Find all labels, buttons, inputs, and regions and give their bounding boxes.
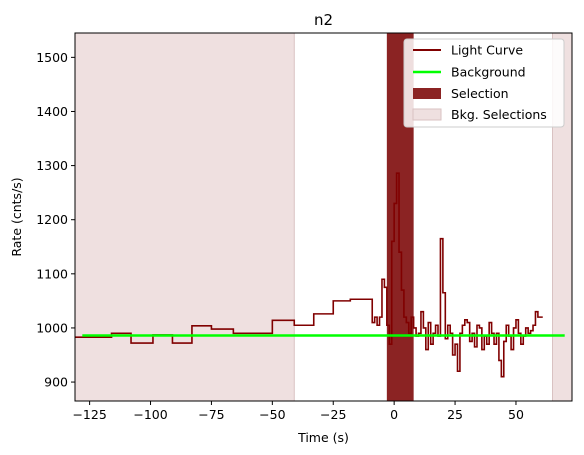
legend-bkg-selections-label: Bkg. Selections xyxy=(451,107,547,122)
bkg-selection-region-0 xyxy=(74,32,295,402)
legend-box xyxy=(403,38,565,128)
x-tick-label: −125 xyxy=(72,407,106,422)
plot-frame xyxy=(74,32,573,402)
y-axis-ticks: 900 1000 1100 1200 1300 1400 1500 xyxy=(36,50,75,390)
y-axis-label: Rate (cnts/s) xyxy=(9,177,24,256)
x-tick-label: 25 xyxy=(447,407,463,422)
legend: Light Curve Background Selection Bkg. Se… xyxy=(403,38,565,128)
x-axis-ticks: −125 −100 −75 −50 −25 0 25 50 xyxy=(72,401,524,422)
x-tick-label: 50 xyxy=(508,407,524,422)
y-tick-label: 1200 xyxy=(36,212,68,227)
legend-background-label: Background xyxy=(451,65,526,80)
y-tick-label: 1500 xyxy=(36,50,68,65)
x-tick-label: −50 xyxy=(259,407,285,422)
y-tick-label: 1000 xyxy=(36,320,68,335)
light-curve-series xyxy=(75,172,543,378)
y-tick-label: 1100 xyxy=(36,266,68,281)
x-axis-label: Time (s) xyxy=(297,430,349,445)
x-tick-label: −75 xyxy=(198,407,224,422)
chart-title: n2 xyxy=(314,11,333,29)
x-tick-label: −25 xyxy=(320,407,346,422)
x-tick-label: −100 xyxy=(133,407,167,422)
y-tick-label: 1400 xyxy=(36,104,68,119)
y-tick-label: 1300 xyxy=(36,158,68,173)
legend-light-curve-label: Light Curve xyxy=(451,43,523,58)
y-tick-label: 900 xyxy=(44,375,68,390)
x-tick-label: 0 xyxy=(390,407,398,422)
legend-bkg-selections-swatch xyxy=(412,108,442,121)
light-curve-line xyxy=(75,172,543,378)
bkg-selection-regions xyxy=(74,32,573,402)
legend-selection-swatch xyxy=(413,88,441,99)
legend-selection-label: Selection xyxy=(451,86,509,101)
